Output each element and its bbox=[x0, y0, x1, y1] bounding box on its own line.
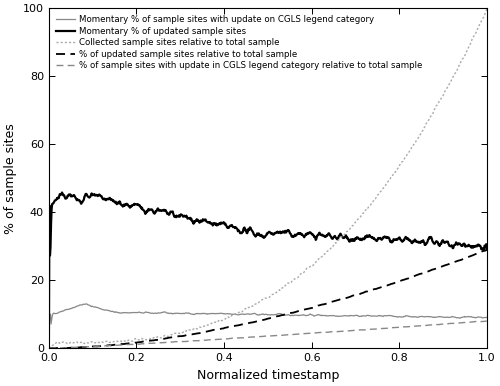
Line: Momentary % of updated sample sites: Momentary % of updated sample sites bbox=[49, 193, 486, 348]
% of sample sites with update in CGLS legend category relative to total sample bbox=[484, 318, 490, 323]
X-axis label: Normalized timestamp: Normalized timestamp bbox=[196, 369, 339, 381]
% of sample sites with update in CGLS legend category relative to total sample bbox=[424, 323, 430, 328]
Momentary % of updated sample sites bbox=[300, 234, 306, 239]
Momentary % of updated sample sites bbox=[484, 247, 490, 252]
Line: % of updated sample sites relative to total sample: % of updated sample sites relative to to… bbox=[49, 249, 486, 348]
% of updated sample sites relative to total sample bbox=[378, 285, 384, 290]
Momentary % of sample sites with update on CGLS legend category bbox=[424, 314, 430, 319]
Momentary % of sample sites with update on CGLS legend category bbox=[300, 313, 306, 317]
Collected sample sites relative to total sample bbox=[484, 6, 490, 11]
Y-axis label: % of sample sites: % of sample sites bbox=[4, 123, 18, 234]
% of updated sample sites relative to total sample bbox=[300, 308, 306, 312]
Momentary % of sample sites with update on CGLS legend category bbox=[326, 313, 332, 318]
Line: Collected sample sites relative to total sample: Collected sample sites relative to total… bbox=[49, 8, 486, 348]
% of sample sites with update in CGLS legend category relative to total sample bbox=[74, 345, 80, 350]
Collected sample sites relative to total sample bbox=[325, 249, 331, 253]
Collected sample sites relative to total sample bbox=[300, 271, 306, 275]
% of updated sample sites relative to total sample bbox=[423, 270, 429, 274]
Momentary % of sample sites with update on CGLS legend category bbox=[378, 313, 384, 318]
Momentary % of sample sites with update on CGLS legend category bbox=[83, 301, 89, 306]
Momentary % of updated sample sites bbox=[74, 197, 80, 201]
% of sample sites with update in CGLS legend category relative to total sample bbox=[312, 330, 318, 335]
% of updated sample sites relative to total sample bbox=[325, 301, 331, 305]
% of updated sample sites relative to total sample bbox=[72, 345, 78, 350]
% of sample sites with update in CGLS legend category relative to total sample bbox=[48, 346, 54, 350]
Legend: Momentary % of sample sites with update on CGLS legend category, Momentary % of : Momentary % of sample sites with update … bbox=[53, 13, 425, 73]
Collected sample sites relative to total sample bbox=[46, 346, 52, 350]
% of updated sample sites relative to total sample bbox=[46, 346, 52, 350]
Momentary % of updated sample sites bbox=[326, 231, 332, 236]
Collected sample sites relative to total sample bbox=[378, 189, 384, 193]
Momentary % of updated sample sites bbox=[59, 190, 65, 195]
% of sample sites with update in CGLS legend category relative to total sample bbox=[46, 346, 52, 350]
Collected sample sites relative to total sample bbox=[72, 339, 78, 344]
% of updated sample sites relative to total sample bbox=[484, 247, 490, 252]
Collected sample sites relative to total sample bbox=[423, 122, 429, 126]
Momentary % of sample sites with update on CGLS legend category bbox=[72, 305, 78, 309]
Momentary % of updated sample sites bbox=[378, 237, 384, 242]
Collected sample sites relative to total sample bbox=[312, 262, 318, 267]
% of updated sample sites relative to total sample bbox=[312, 305, 318, 310]
% of sample sites with update in CGLS legend category relative to total sample bbox=[378, 326, 384, 331]
Momentary % of sample sites with update on CGLS legend category bbox=[484, 315, 490, 320]
Momentary % of updated sample sites bbox=[312, 235, 318, 240]
Line: % of sample sites with update in CGLS legend category relative to total sample: % of sample sites with update in CGLS le… bbox=[49, 321, 486, 348]
% of sample sites with update in CGLS legend category relative to total sample bbox=[300, 332, 306, 336]
Momentary % of updated sample sites bbox=[46, 346, 52, 350]
Momentary % of updated sample sites bbox=[424, 241, 430, 245]
% of sample sites with update in CGLS legend category relative to total sample bbox=[326, 330, 332, 335]
Momentary % of sample sites with update on CGLS legend category bbox=[46, 346, 52, 350]
Line: Momentary % of sample sites with update on CGLS legend category: Momentary % of sample sites with update … bbox=[49, 304, 486, 348]
Momentary % of sample sites with update on CGLS legend category bbox=[312, 313, 318, 318]
